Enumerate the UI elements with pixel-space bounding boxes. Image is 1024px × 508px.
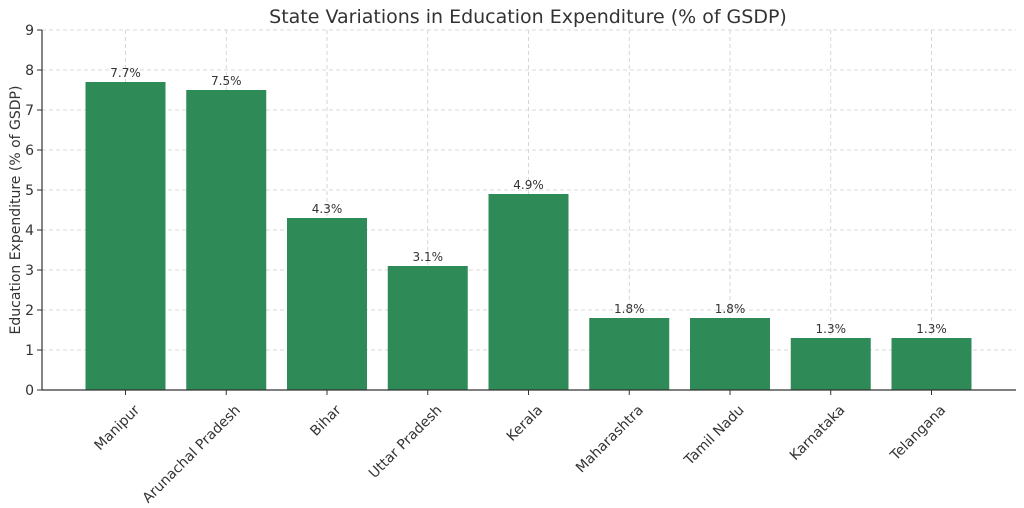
bar	[589, 318, 670, 390]
bar-value-label: 3.1%	[413, 250, 444, 264]
x-tick-label: Uttar Pradesh	[366, 402, 445, 481]
bar-value-label: 1.3%	[916, 322, 947, 336]
bar	[85, 82, 166, 390]
bar-value-label: 1.8%	[614, 302, 645, 316]
y-tick-label: 6	[25, 143, 34, 159]
bar-value-label: 1.8%	[715, 302, 746, 316]
bar	[186, 90, 267, 390]
x-tick-label: Kerala	[504, 402, 546, 444]
bar	[488, 194, 569, 390]
y-tick-label: 9	[25, 23, 34, 39]
y-tick-label: 3	[25, 263, 34, 279]
bar	[790, 338, 871, 390]
y-tick-label: 0	[25, 383, 34, 399]
y-tick-label: 2	[25, 303, 34, 319]
y-axis-label: Education Expenditure (% of GSDP)	[8, 86, 24, 335]
x-tick-label: Tamil Nadu	[681, 402, 748, 469]
bar-value-label: 4.3%	[312, 202, 343, 216]
bar-value-label: 1.3%	[816, 322, 847, 336]
y-tick-label: 1	[25, 343, 34, 359]
bar	[287, 218, 367, 390]
y-tick-label: 4	[25, 223, 34, 239]
bar-value-label: 7.7%	[110, 66, 141, 80]
x-tick-label: Manipur	[92, 402, 144, 454]
bars	[85, 82, 972, 390]
y-tick-label: 5	[25, 183, 34, 199]
bar-value-label: 4.9%	[513, 178, 544, 192]
x-tick-label: Telangana	[887, 402, 949, 464]
y-tick-label: 8	[25, 63, 34, 79]
x-tick-label: Maharashtra	[573, 402, 647, 476]
axes	[37, 29, 1016, 395]
x-tick-label: Arunachal Pradesh	[140, 402, 244, 506]
bar	[690, 318, 770, 390]
bar	[891, 338, 972, 390]
y-tick-label: 7	[25, 103, 34, 119]
chart-title: State Variations in Education Expenditur…	[269, 6, 787, 28]
x-tick-label: Karnataka	[787, 402, 849, 464]
x-tick-label: Bihar	[307, 402, 344, 439]
bar	[387, 266, 468, 390]
bar-value-label: 7.5%	[211, 74, 242, 88]
